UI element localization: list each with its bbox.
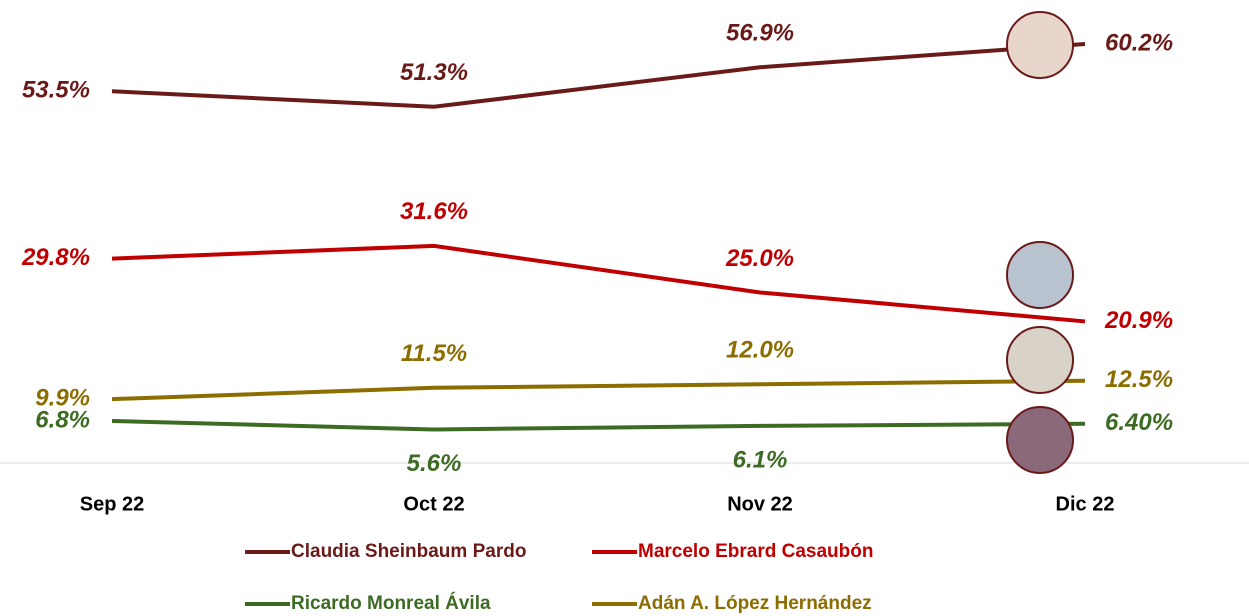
photo <box>1006 11 1074 79</box>
photo <box>1006 406 1074 474</box>
data-label: 12.0% <box>726 337 794 364</box>
x-tick-label: Sep 22 <box>80 493 144 515</box>
photos <box>1006 11 1074 474</box>
data-label: 53.5% <box>22 77 90 104</box>
data-label: 20.9% <box>1104 307 1173 334</box>
data-label: 9.9% <box>35 384 90 411</box>
series-line <box>111 41 1086 109</box>
data-label: 11.5% <box>401 340 467 367</box>
data-label: 29.8% <box>21 244 90 271</box>
series-line <box>111 378 1086 402</box>
legend-label: Adán A. López Hernández <box>638 593 872 614</box>
data-label: 12.5% <box>1105 366 1173 393</box>
photo <box>1006 326 1074 394</box>
legend-label: Claudia Sheinbaum Pardo <box>291 541 526 562</box>
data-label: 60.2% <box>1105 29 1173 56</box>
plot: Sep 22 Oct 22 Nov 22 Dic 22 53.5% 51.3% 56.9% 6… <box>0 20 1249 614</box>
x-tick-label: Nov 22 <box>727 493 793 515</box>
data-label: 51.3% <box>400 59 468 86</box>
data-label: 6.40% <box>1105 409 1173 436</box>
data-label: 6.1% <box>733 446 788 473</box>
data-label: 5.6% <box>407 450 462 477</box>
x-tick-label: Dic 22 <box>1056 493 1115 515</box>
series-line <box>111 418 1086 432</box>
legend-label: Ricardo Monreal Ávila <box>291 592 491 614</box>
data-label: 25.0% <box>725 245 794 272</box>
legend-label: Marcelo Ebrard Casaubón <box>638 541 873 562</box>
data-label: 31.6% <box>400 198 468 225</box>
data-label: 6.8% <box>35 406 90 433</box>
photo <box>1006 241 1074 309</box>
data-label: 56.9% <box>726 20 794 47</box>
series-line <box>111 243 1086 324</box>
x-tick-label: Oct 22 <box>403 493 464 515</box>
